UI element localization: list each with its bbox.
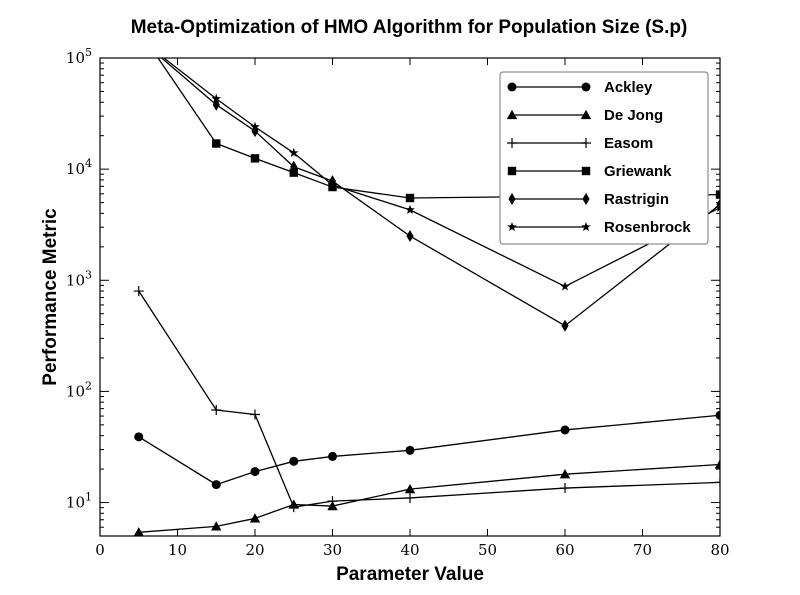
legend-item-griewank: Griewank	[507, 163, 672, 180]
x-tick-label: 30	[323, 541, 342, 559]
series-ackley	[134, 410, 720, 490]
series-line-de-jong	[138, 463, 720, 533]
legend-marker	[580, 109, 592, 120]
data-point-easom	[133, 286, 144, 297]
data-point-griewank	[405, 193, 415, 203]
chart-title: Meta-Optimization of HMO Algorithm for P…	[131, 17, 688, 38]
data-point-griewank	[250, 154, 260, 163]
legend-marker	[581, 222, 591, 232]
data-point-rosenbrock	[250, 121, 260, 131]
data-point-ackley	[211, 480, 221, 490]
legend-marker	[506, 109, 518, 120]
x-tick-label: 80	[710, 541, 729, 559]
data-point-rosenbrock	[288, 147, 299, 157]
legend-item-rastrigin: Rastrigin	[508, 191, 669, 208]
data-point-ackley	[715, 410, 720, 420]
data-point-easom	[405, 492, 415, 503]
data-point-griewank	[715, 190, 720, 199]
legend-label: Rosenbrock	[604, 219, 691, 236]
legend-label: Easom	[604, 135, 653, 152]
data-point-de-jong	[714, 459, 720, 469]
y-tick-label: 101	[66, 491, 92, 512]
y-tick-label: 102	[66, 379, 92, 400]
data-point-rosenbrock	[560, 281, 570, 291]
data-point-ackley	[328, 451, 337, 461]
legend-marker	[507, 166, 517, 176]
data-point-griewank	[212, 139, 221, 148]
legend-item-de-jong: De Jong	[506, 107, 663, 124]
legend-item-rosenbrock: Rosenbrock	[507, 219, 691, 236]
series-line-easom	[138, 290, 720, 508]
x-tick-label: 10	[168, 541, 187, 559]
x-tick-label: 50	[478, 541, 497, 559]
data-point-rastrigin	[561, 319, 569, 332]
plot-series	[133, 58, 720, 536]
x-tick-label: 70	[633, 541, 652, 559]
data-point-ackley	[560, 425, 570, 435]
data-point-rosenbrock	[405, 204, 415, 214]
legend-marker	[581, 138, 591, 148]
data-point-de-jong	[133, 527, 144, 536]
data-point-de-jong	[249, 513, 261, 523]
series-de-jong	[133, 459, 720, 536]
data-point-rosenbrock	[211, 93, 222, 103]
series-line-rosenbrock	[162, 58, 720, 288]
y-tick-label: 105	[66, 46, 92, 67]
data-point-de-jong	[211, 521, 222, 531]
data-point-rosenbrock	[327, 179, 338, 190]
data-point-de-jong	[559, 468, 571, 479]
x-tick-label: 40	[400, 541, 419, 559]
y-tick-label: 103	[66, 268, 92, 289]
data-point-easom	[211, 405, 222, 416]
data-point-easom	[288, 502, 299, 513]
data-point-easom	[250, 409, 260, 420]
legend-marker	[582, 193, 590, 205]
data-point-ackley	[134, 432, 144, 442]
series-line-ackley	[138, 414, 720, 486]
y-tick-label: 104	[66, 157, 92, 178]
legend-marker	[507, 82, 517, 92]
x-tick-label: 60	[555, 541, 574, 559]
legend-item-easom: Easom	[507, 135, 653, 152]
y-axis-label: Performance Metric	[40, 208, 61, 386]
legend-marker	[581, 82, 591, 92]
chart-legend: Ackley De Jong Easom Griewank Rastrigin Rosen…	[499, 71, 709, 245]
data-point-rastrigin	[290, 160, 298, 173]
legend-marker	[508, 193, 516, 205]
data-point-easom	[327, 496, 338, 507]
x-axis-label: Parameter Value	[336, 564, 484, 585]
series-easom	[133, 286, 720, 513]
data-point-rosenbrock	[715, 202, 720, 212]
legend-marker	[581, 166, 591, 176]
legend-label: De Jong	[604, 107, 663, 124]
legend-label: Griewank	[604, 163, 672, 180]
axis-ticks: 0 10 20 30 40 50 60 70 80 101 102 103 104 105	[66, 46, 730, 559]
legend-item-ackley: Ackley	[507, 79, 653, 96]
data-point-de-jong	[404, 483, 416, 494]
data-point-easom	[715, 477, 720, 488]
legend-marker	[507, 222, 517, 232]
x-tick-label: 20	[245, 541, 264, 559]
data-point-ackley	[250, 467, 260, 477]
data-point-ackley	[405, 445, 415, 455]
series-rosenbrock	[162, 58, 720, 291]
series-line-rastrigin	[160, 58, 720, 327]
x-tick-label: 0	[95, 541, 105, 559]
legend-label: Rastrigin	[604, 191, 669, 208]
legend-marker	[507, 138, 517, 148]
data-point-ackley	[289, 456, 299, 466]
data-point-rastrigin	[406, 230, 414, 243]
legend-label: Ackley	[604, 79, 653, 96]
data-point-easom	[560, 483, 570, 494]
